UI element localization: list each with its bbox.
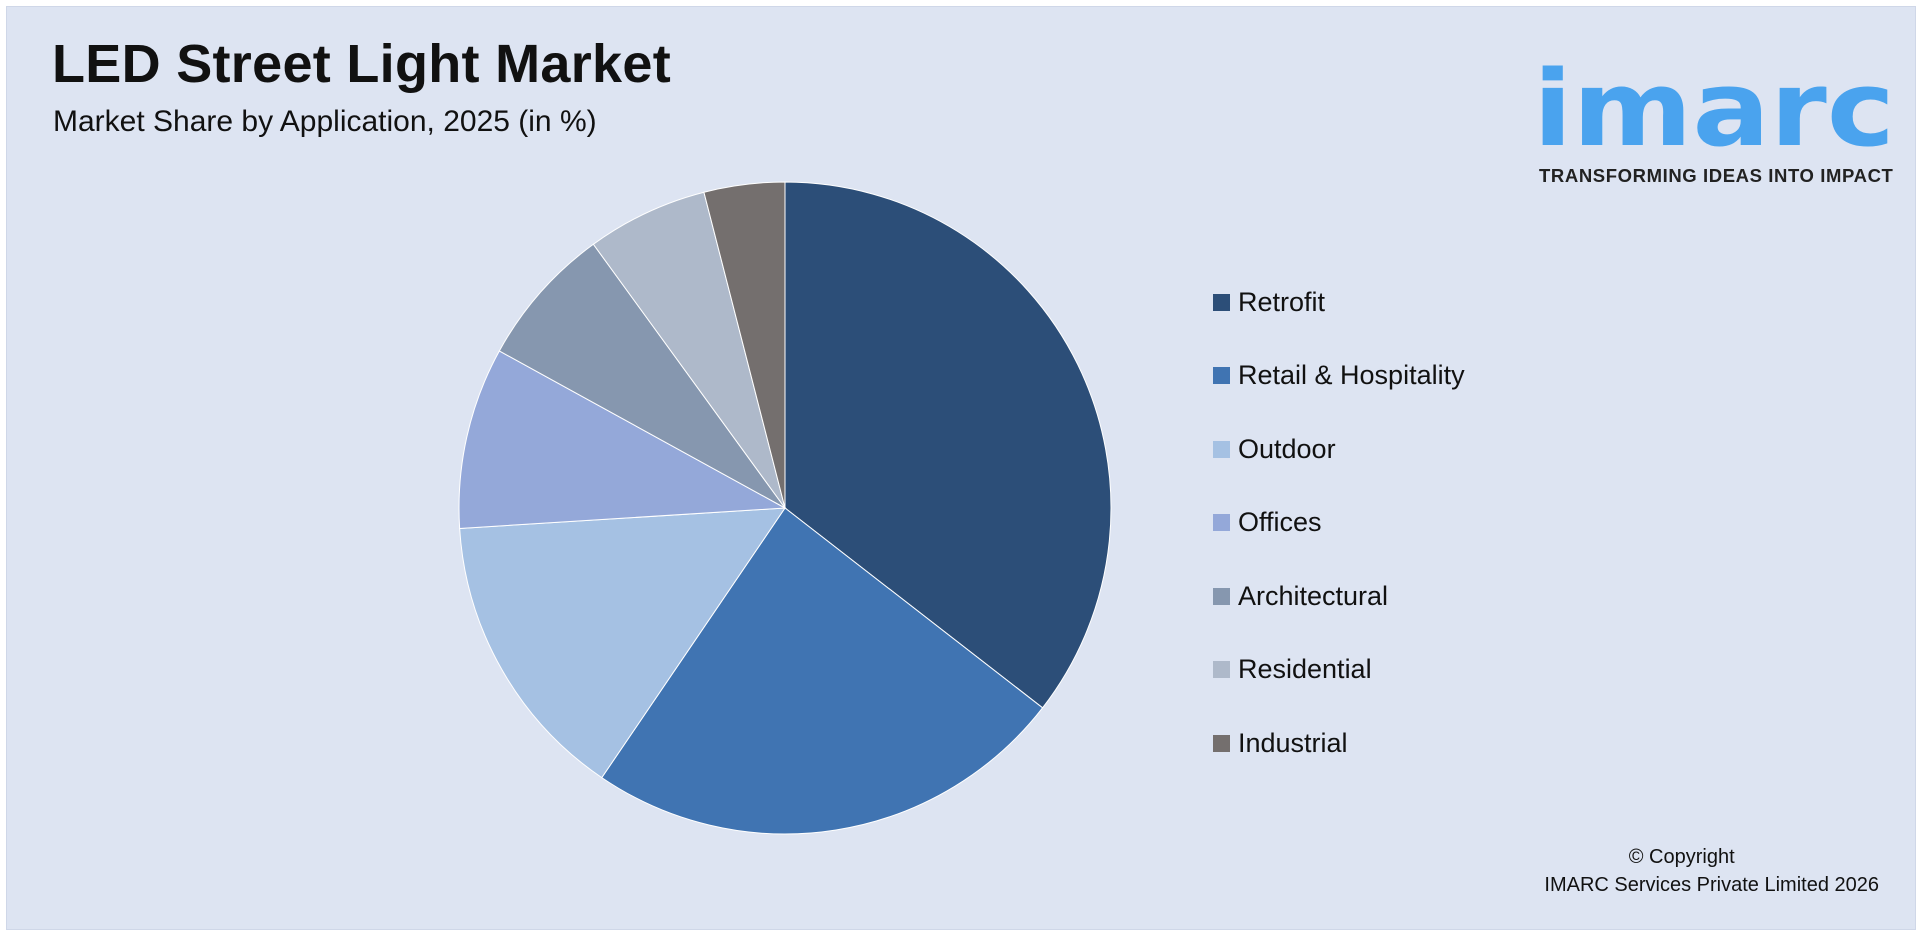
copyright-line-2: IMARC Services Private Limited 2026 bbox=[1544, 874, 1879, 896]
legend-label: Residential bbox=[1238, 654, 1372, 684]
legend-label: Offices bbox=[1238, 507, 1322, 537]
chart-frame: LED Street Light Market Market Share by … bbox=[6, 6, 1916, 930]
pie-slice-retail-hospitality bbox=[601, 507, 1044, 835]
legend-label: Retrofit bbox=[1238, 286, 1326, 317]
pie-slice-offices bbox=[458, 350, 787, 530]
legend-label: Retail & Hospitality bbox=[1238, 360, 1465, 390]
legend-item-industrial: Industrial bbox=[1213, 726, 1348, 760]
chart-title: LED Street Light Market bbox=[52, 34, 671, 94]
logo-tagline: TRANSFORMING IDEAS INTO IMPACT bbox=[1539, 165, 1894, 186]
imarc-wordmark-icon: imarc bbox=[1533, 53, 1895, 153]
legend-swatch bbox=[1213, 293, 1230, 311]
legend-label: Industrial bbox=[1238, 727, 1348, 758]
legend-label: Architectural bbox=[1238, 580, 1389, 611]
legend-item-retrofit: Retrofit bbox=[1213, 285, 1325, 319]
copyright-notice: © Copyright IMARC Services Private Limit… bbox=[1544, 843, 1879, 899]
legend-swatch bbox=[1213, 440, 1230, 458]
legend-item-outdoor: Outdoor bbox=[1213, 432, 1336, 466]
legend-item-architectural: Architectural bbox=[1213, 579, 1388, 613]
legend-swatch bbox=[1213, 661, 1230, 678]
svg-text:imarc: imarc bbox=[1533, 53, 1895, 153]
pie-slice-residential bbox=[592, 191, 786, 509]
legend-item-residential: Residential bbox=[1213, 653, 1372, 687]
pie-chart bbox=[458, 181, 1112, 835]
chart-subtitle: Market Share by Application, 2025 (in %) bbox=[53, 105, 597, 138]
pie-slice-retrofit bbox=[784, 181, 1112, 709]
copyright-line-1: © Copyright bbox=[1628, 846, 1735, 868]
imarc-logo: imarc TRANSFORMING IDEAS INTO IMPACT bbox=[1533, 27, 1903, 187]
legend-label: Outdoor bbox=[1238, 433, 1336, 464]
legend-swatch bbox=[1213, 734, 1230, 752]
pie-slice-architectural bbox=[498, 243, 786, 509]
legend-item-retail-hospitality: Retail & Hospitality bbox=[1213, 359, 1465, 393]
legend-item-offices: Offices bbox=[1213, 506, 1322, 540]
legend-swatch bbox=[1213, 367, 1230, 384]
legend-swatch bbox=[1213, 587, 1230, 605]
pie-slice-industrial bbox=[703, 181, 786, 509]
legend-swatch bbox=[1213, 514, 1230, 531]
pie-slice-outdoor bbox=[459, 507, 786, 779]
